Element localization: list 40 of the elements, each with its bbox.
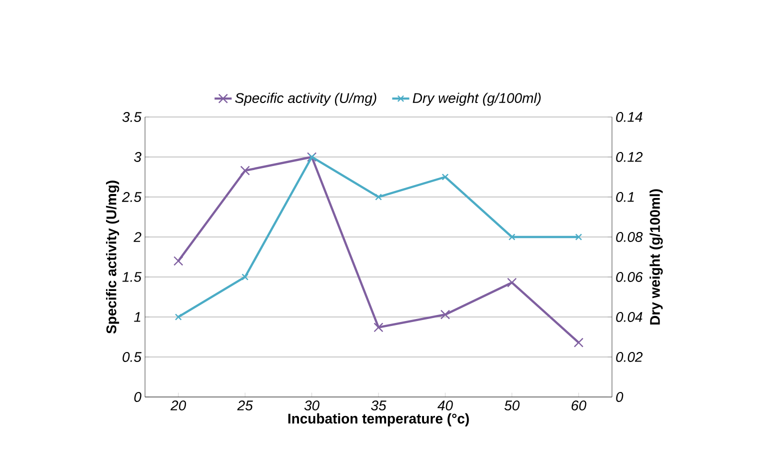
y-tick-label: 1 [134,312,140,322]
point [508,234,516,240]
y-tick-label: 0 [134,392,142,402]
point [174,256,184,266]
y2-tick-label: 0 [616,392,624,402]
y-tick-label: 3 [134,152,142,162]
x-tick-label: 60 [572,400,586,410]
point [507,278,517,288]
point [174,314,182,320]
y2-tick-label: 0.08 [616,232,643,242]
y2-tick-label: 0.04 [616,312,642,322]
y2-axis-title: Dry weight (g/100ml) [650,189,663,325]
y2-tick-label: 0.12 [616,152,643,162]
y-tick-label: 0.5 [122,352,142,362]
y-tick-label: 2 [134,232,142,242]
x-tick-label: 35 [371,400,386,410]
y2-tick-label: 0.1 [616,192,634,202]
y-axis-title: Specific activity (U/mg) [106,180,120,334]
y2-tick-label: 0.02 [616,352,643,362]
y2-tick-label: 0.14 [616,112,642,122]
x-axis-title: Incubation temperature (°c) [288,413,469,426]
legend-label: Specific activity (U/mg) [235,92,376,106]
legend-label: Dry weight (g/100ml) [412,92,541,106]
point [374,322,384,332]
y-tick-label: 3.5 [122,112,142,122]
x-tick-label: 30 [304,400,320,410]
x-tick-label: 20 [170,400,186,410]
y2-tick-label: 0.06 [616,272,643,282]
point [240,166,250,176]
point [375,194,382,200]
y-tick-label: 1.5 [122,272,142,282]
x-tick-label: 50 [504,400,520,410]
point [442,174,449,180]
point [574,338,584,348]
point [242,274,249,280]
y-tick-label: 2.5 [122,192,142,202]
x-tick-label: 25 [237,400,253,410]
point [440,310,450,320]
x-tick-label: 40 [438,400,453,410]
point [575,234,582,240]
